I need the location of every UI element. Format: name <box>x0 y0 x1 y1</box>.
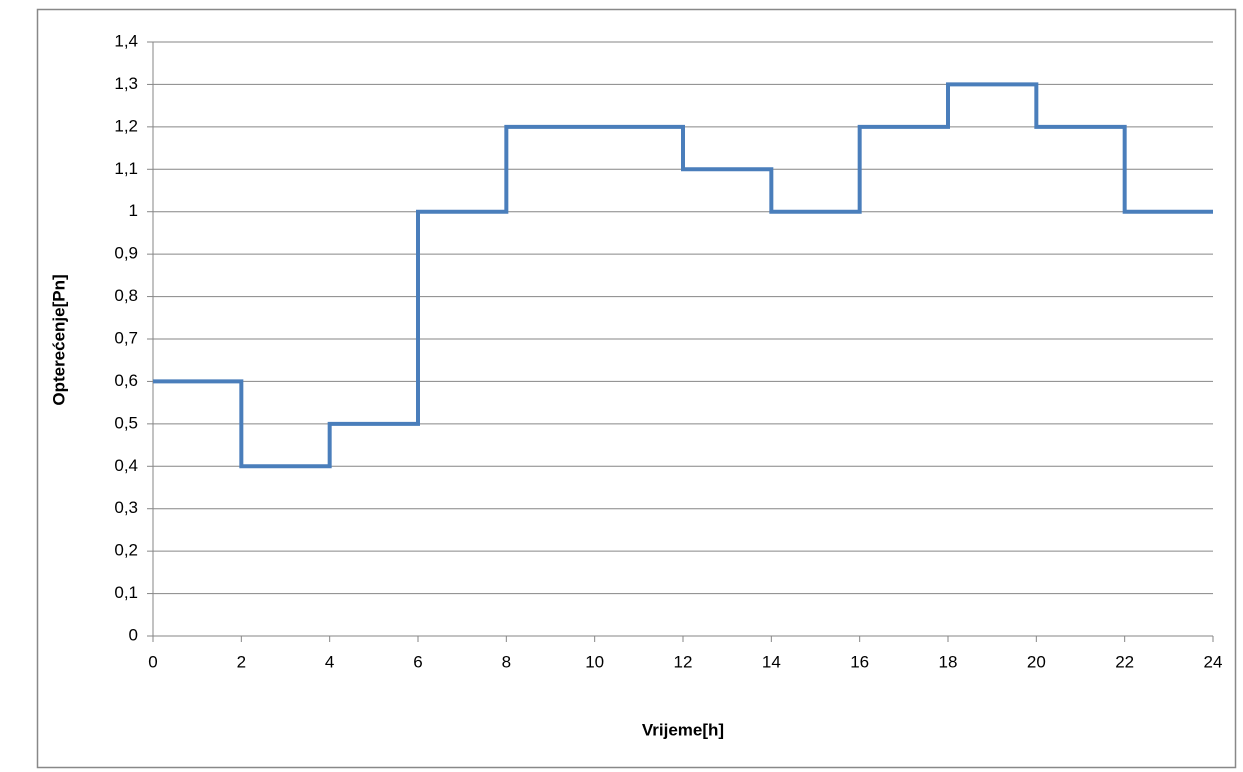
line-series <box>153 82 1213 469</box>
x-tick-label: 16 <box>850 652 869 671</box>
x-tick-label: 0 <box>148 652 157 671</box>
y-tick-label: 1,3 <box>114 74 138 93</box>
x-tick-label: 8 <box>502 652 511 671</box>
y-tick-label: 1,1 <box>114 159 138 178</box>
y-axis-title: Opterećenje[Pn] <box>49 274 68 405</box>
x-tick-label: 14 <box>762 652 781 671</box>
x-tick-label: 12 <box>674 652 693 671</box>
x-tick-label: 10 <box>585 652 604 671</box>
y-tick-label: 0,9 <box>114 244 138 263</box>
y-tick-label: 0,1 <box>114 583 138 602</box>
y-tick-label: 0,5 <box>114 413 138 432</box>
y-tick-label: 1 <box>129 201 138 220</box>
x-tick-label: 22 <box>1115 652 1134 671</box>
x-tick-label: 20 <box>1027 652 1046 671</box>
x-tick-label: 18 <box>939 652 958 671</box>
y-tick-label: 0,7 <box>114 328 138 347</box>
chart-border <box>36 8 1237 769</box>
y-tick-label: 0,3 <box>114 498 138 517</box>
y-tick-label: 0 <box>129 625 138 644</box>
y-tick-label: 0,6 <box>114 371 138 390</box>
y-tick-label: 0,2 <box>114 541 138 560</box>
x-tick-label: 24 <box>1204 652 1223 671</box>
x-tick-label: 6 <box>413 652 422 671</box>
y-tick-label: 1,4 <box>114 31 138 50</box>
x-tick-label: 4 <box>325 652 334 671</box>
y-tick-label: 0,4 <box>114 456 138 475</box>
x-tick-label: 2 <box>237 652 246 671</box>
x-axis-title: Vrijeme[h] <box>642 720 724 739</box>
y-tick-label: 1,2 <box>114 116 138 135</box>
y-tick-label: 0,8 <box>114 286 138 305</box>
